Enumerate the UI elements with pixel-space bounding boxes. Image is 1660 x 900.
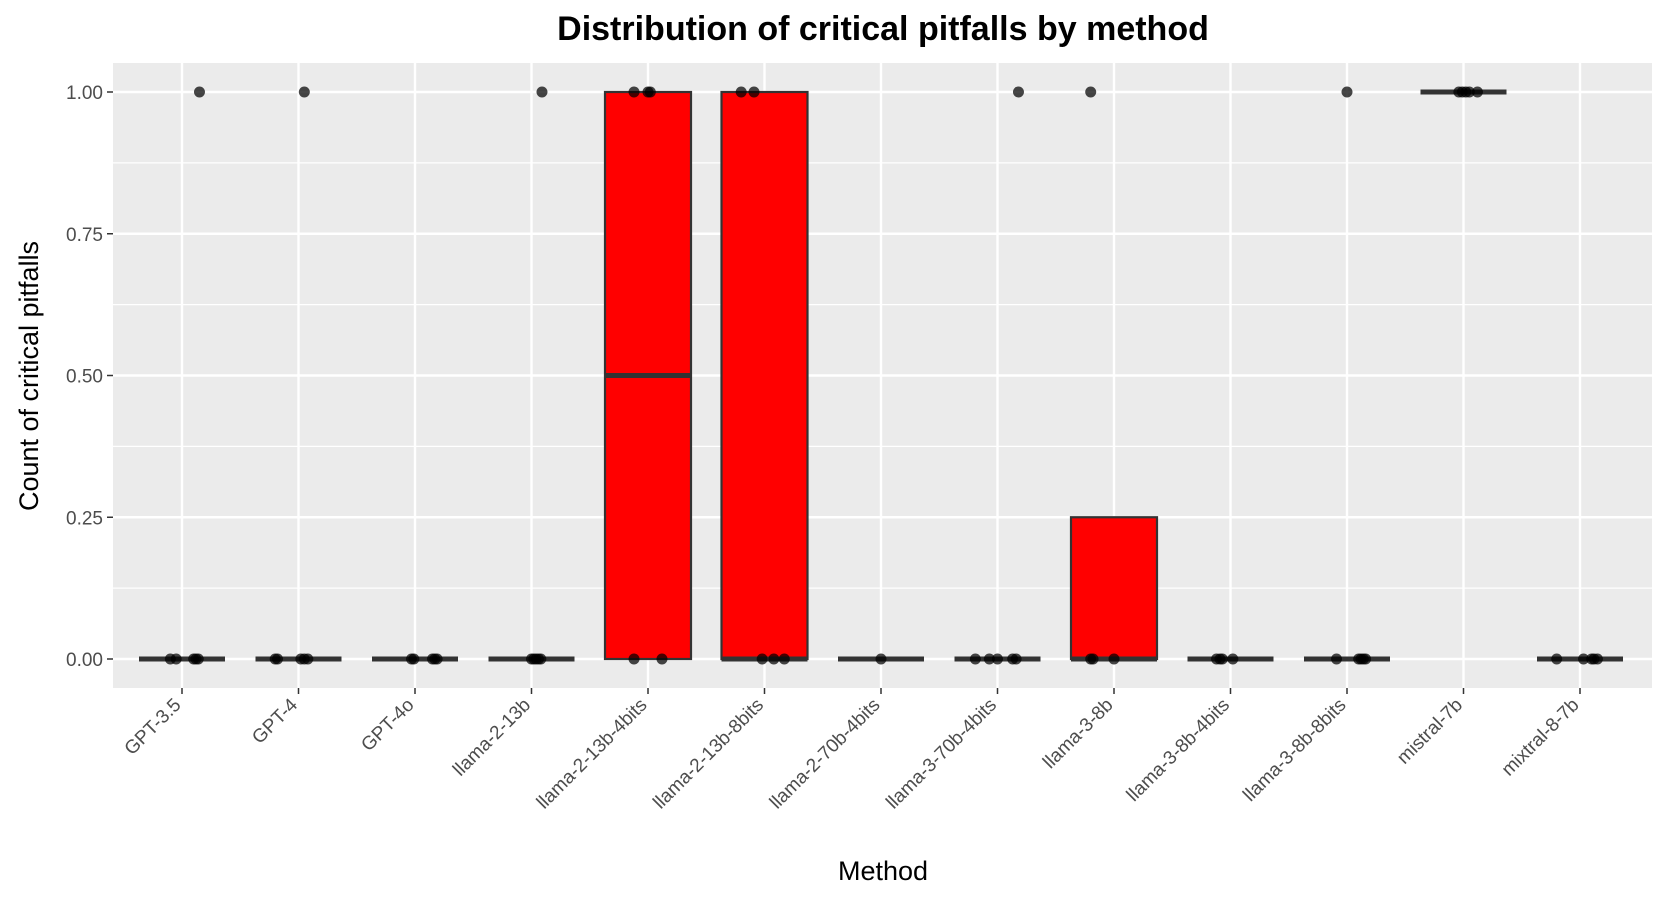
data-point (302, 653, 314, 665)
box-llama-2-13b-8bits (720, 90, 809, 661)
data-point (768, 653, 780, 665)
boxes (139, 89, 1623, 662)
x-tick-label: GPT-3.5 (121, 695, 186, 760)
box-llama-3-8b (1069, 516, 1159, 661)
x-axis-title: Method (838, 856, 928, 886)
y-axis-title: Count of critical pitfalls (14, 241, 44, 511)
data-point (298, 86, 310, 98)
data-point (192, 653, 204, 665)
data-point (628, 86, 640, 98)
y-axis: 0.00 0.25 0.50 0.75 1.00 (66, 83, 113, 671)
data-point (992, 653, 1003, 665)
x-tick-label: llama-2-70b-4bits (766, 695, 885, 814)
data-point (536, 86, 548, 98)
data-point (969, 653, 981, 665)
data-point (1012, 86, 1024, 98)
data-point (1551, 653, 1563, 665)
y-tick-label: 0.25 (66, 508, 103, 529)
data-point (1331, 653, 1343, 665)
data-point (535, 653, 547, 665)
x-tick-label: llama-3-8b (1039, 695, 1117, 773)
x-axis: GPT-3.5 GPT-4 GPT-4o llama-2-13bllama-2-13b… (121, 688, 1584, 813)
data-point (756, 653, 768, 665)
data-point (1227, 653, 1239, 665)
x-tick-label: llama-2-13b-8bits (649, 695, 768, 814)
x-tick-label: llama-3-70b-4bits (882, 695, 1001, 814)
data-point (272, 653, 284, 665)
data-point (170, 653, 182, 665)
data-point (644, 86, 656, 98)
data-point (778, 653, 790, 665)
x-tick-label: GPT-4 (248, 694, 302, 748)
data-point (735, 86, 747, 98)
data-point (1341, 86, 1353, 98)
data-point (1471, 86, 1483, 98)
data-point (628, 653, 640, 665)
y-tick-label: 0.00 (66, 650, 103, 671)
x-tick-label: GPT-4o (357, 695, 418, 756)
x-tick-label: llama-3-8b-4bits (1123, 695, 1234, 806)
x-tick-label: mixtral-8-7b (1498, 695, 1584, 781)
chart-title: Distribution of critical pitfalls by met… (557, 10, 1209, 48)
data-point (1463, 86, 1475, 98)
x-tick-label: llama-3-8b-8bits (1239, 695, 1350, 806)
data-point (1010, 653, 1022, 665)
data-point (875, 653, 887, 665)
y-tick-label: 0.75 (66, 225, 103, 246)
data-point (1360, 653, 1372, 665)
data-points (164, 86, 1603, 665)
data-point (748, 86, 760, 98)
data-point (1591, 653, 1603, 665)
x-tick-label: mistral-7b (1393, 695, 1467, 769)
data-point (983, 653, 995, 665)
data-point (1108, 653, 1120, 665)
x-tick-label: llama-2-13b (449, 695, 535, 781)
data-point (431, 653, 443, 665)
data-point (1085, 86, 1097, 98)
y-tick-label: 0.50 (66, 367, 103, 388)
x-tick-label: llama-2-13b-4bits (533, 695, 652, 814)
y-tick-label: 1.00 (66, 83, 103, 104)
data-point (408, 653, 420, 665)
data-point (1087, 653, 1099, 665)
data-point (193, 86, 205, 98)
data-point (656, 653, 668, 665)
data-point (1577, 653, 1589, 665)
data-point (1216, 653, 1228, 665)
